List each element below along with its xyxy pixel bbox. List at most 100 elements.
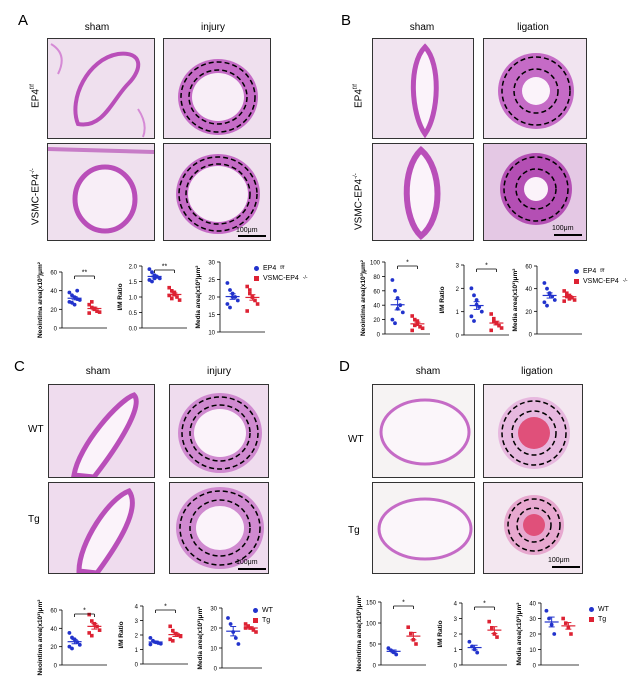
y-axis-label: I/M Ratio: [118, 621, 125, 648]
data-point: [386, 646, 391, 651]
y-tick-label: 50: [369, 643, 376, 649]
y-tick-label: 10: [208, 331, 215, 337]
data-point: [230, 295, 235, 299]
data-point: [487, 619, 491, 624]
data-point: [175, 295, 179, 299]
histology-b-ligation-ep4ff: [483, 38, 587, 139]
data-point: [75, 640, 80, 644]
y-axis-label: Media area(x10³)μm²: [516, 602, 523, 666]
data-point: [72, 302, 77, 307]
data-point: [552, 632, 557, 636]
data-point: [470, 644, 474, 649]
data-point: [235, 298, 240, 303]
data-point: [409, 631, 413, 636]
panel-c-col-sham: sham: [85, 366, 111, 377]
data-point: [172, 290, 177, 295]
y-tick-label: 30: [210, 607, 217, 613]
data-point: [414, 642, 418, 646]
data-point: [562, 299, 566, 303]
data-point: [245, 284, 249, 289]
data-point: [167, 285, 171, 290]
data-point: [97, 628, 102, 632]
data-point: [228, 305, 232, 310]
data-point: [251, 628, 256, 632]
panel-a-col-injury: injury: [201, 22, 225, 33]
scalebar-b: 100μm: [552, 225, 574, 232]
data-point: [391, 650, 396, 655]
legend-d-item-2: Tg: [589, 614, 609, 624]
y-tick-label: 1: [456, 310, 460, 316]
data-point: [158, 641, 163, 646]
data-point: [87, 612, 91, 617]
data-point: [173, 631, 178, 636]
sig-label: *: [83, 608, 86, 615]
data-point: [168, 624, 172, 629]
data-point: [92, 621, 97, 626]
data-point: [492, 319, 496, 323]
panel-d-row-tg: Tg: [348, 525, 360, 536]
y-tick-label: 2.0: [129, 265, 138, 271]
data-point: [569, 632, 573, 636]
data-point: [545, 303, 549, 308]
data-point: [170, 296, 174, 301]
data-point: [474, 302, 479, 307]
data-point: [243, 622, 248, 626]
circle-icon: [254, 265, 259, 271]
data-point: [394, 652, 399, 657]
panel-b-row-ep4ff: EP4f/f: [353, 84, 365, 108]
y-tick-label: 15: [208, 313, 215, 319]
data-point: [552, 298, 557, 302]
data-point: [230, 291, 235, 296]
data-point: [168, 637, 172, 642]
data-point: [90, 619, 94, 623]
data-point: [90, 300, 94, 304]
sig-label: *: [406, 260, 409, 267]
legend-b-item-2: VSMC-EP4 -/-: [574, 276, 628, 286]
y-tick-label: 20: [208, 296, 215, 302]
data-point: [489, 328, 493, 333]
data-point: [499, 326, 504, 330]
legend-c-item-1: WT: [253, 605, 273, 615]
data-point: [547, 292, 552, 297]
data-point: [413, 323, 417, 328]
data-point: [474, 298, 479, 302]
y-axis-label: Media area(x10³)μm²: [197, 606, 204, 670]
data-point: [148, 636, 153, 640]
y-tick-label: 60: [50, 271, 57, 277]
scalebar-d: 100μm: [548, 557, 570, 564]
data-point: [150, 270, 154, 275]
y-tick-label: 4: [454, 602, 458, 608]
data-point: [156, 641, 161, 645]
data-point: [177, 298, 182, 302]
y-axis-label: Neointima area(x10³)μm²: [356, 595, 363, 672]
panel-b-row-vsmc: VSMC-EP4-/-: [353, 173, 365, 230]
data-point: [70, 293, 74, 298]
y-tick-label: 40: [373, 304, 380, 310]
data-point: [393, 288, 397, 293]
y-axis-label: I/M Ratio: [439, 286, 446, 313]
data-point: [547, 616, 551, 621]
y-tick-label: 20: [50, 308, 57, 314]
panel-a-col-sham: sham: [84, 22, 110, 33]
data-point: [250, 295, 255, 299]
data-point: [92, 306, 97, 311]
data-point: [95, 309, 99, 313]
square-icon: [574, 278, 579, 284]
data-point: [395, 296, 400, 300]
data-point: [75, 297, 80, 301]
data-point: [477, 305, 482, 309]
panel-letter-c: C: [14, 358, 25, 375]
data-point: [176, 633, 180, 637]
data-point: [472, 319, 476, 323]
sig-label: **: [82, 270, 88, 277]
data-point: [70, 635, 74, 640]
histology-a-sham-ep4ff: [47, 38, 155, 139]
data-point: [152, 273, 157, 278]
data-point: [70, 646, 74, 651]
data-point: [565, 294, 569, 299]
panel-b-col-ligation: ligation: [517, 22, 549, 33]
data-point: [178, 634, 183, 639]
y-tick-label: 2: [456, 287, 460, 293]
data-point: [566, 626, 571, 630]
data-point: [167, 293, 171, 298]
